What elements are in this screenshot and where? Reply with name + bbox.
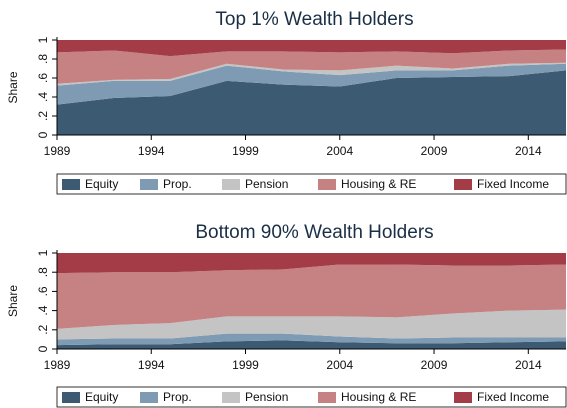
legend-label: Housing & RE bbox=[341, 177, 416, 191]
x-tick-label: 1994 bbox=[138, 144, 165, 158]
x-tick-label: 1999 bbox=[232, 144, 259, 158]
x-tick-label: 2004 bbox=[326, 358, 353, 372]
x-tick-label: 2014 bbox=[515, 144, 542, 158]
x-tick-label: 1989 bbox=[44, 358, 71, 372]
area bbox=[57, 340, 566, 349]
y-tick-label: .2 bbox=[36, 324, 50, 334]
x-tick-label: 1999 bbox=[232, 358, 259, 372]
legend-label: Pension bbox=[245, 390, 288, 404]
y-tick-label: .4 bbox=[36, 92, 50, 102]
y-tick-label: 0 bbox=[36, 131, 50, 138]
legend-swatch bbox=[454, 392, 472, 403]
legend-frame bbox=[56, 173, 567, 195]
area bbox=[57, 253, 566, 274]
legend-swatch bbox=[62, 392, 80, 403]
area bbox=[57, 40, 566, 57]
y-axis-label: Share bbox=[6, 71, 20, 103]
area bbox=[57, 62, 566, 86]
x-tick-label: 2004 bbox=[326, 144, 353, 158]
legend-label: Housing & RE bbox=[341, 390, 416, 404]
x-tick-label: 1994 bbox=[138, 358, 165, 372]
y-tick-label: .6 bbox=[36, 286, 50, 296]
y-tick-label: .4 bbox=[36, 305, 50, 315]
y-tick-label: 1 bbox=[36, 249, 50, 256]
legend-swatch bbox=[62, 179, 80, 190]
area bbox=[57, 264, 566, 329]
legend-label: Fixed Income bbox=[477, 390, 549, 404]
legend-swatch bbox=[222, 392, 240, 403]
chart-title: Top 1% Wealth Holders bbox=[215, 9, 413, 30]
x-tick-label: 1989 bbox=[44, 144, 71, 158]
legend-label: Prop. bbox=[163, 390, 192, 404]
x-tick-label: 2009 bbox=[421, 358, 448, 372]
legend-label: Prop. bbox=[163, 177, 192, 191]
y-tick-label: 0 bbox=[36, 345, 50, 352]
y-tick-label: .8 bbox=[36, 267, 50, 277]
area bbox=[57, 70, 566, 135]
area bbox=[57, 309, 566, 340]
legend-frame bbox=[56, 386, 567, 408]
legend-label: Pension bbox=[245, 177, 288, 191]
legend-label: Equity bbox=[85, 390, 118, 404]
y-tick-label: .2 bbox=[36, 111, 50, 121]
legend-swatch bbox=[454, 179, 472, 190]
x-tick-label: 2009 bbox=[421, 144, 448, 158]
legend-swatch bbox=[318, 179, 336, 190]
area bbox=[57, 49, 566, 84]
y-tick-label: .8 bbox=[36, 54, 50, 64]
y-tick-label: 1 bbox=[36, 36, 50, 43]
legend-swatch bbox=[140, 179, 158, 190]
area bbox=[57, 63, 566, 105]
legend-label: Fixed Income bbox=[477, 177, 549, 191]
y-tick-label: .6 bbox=[36, 73, 50, 83]
y-axis-label: Share bbox=[6, 285, 20, 317]
legend-swatch bbox=[318, 392, 336, 403]
area bbox=[57, 333, 566, 346]
x-tick-label: 2014 bbox=[515, 358, 542, 372]
chart-title: Bottom 90% Wealth Holders bbox=[195, 222, 433, 243]
legend-swatch bbox=[140, 392, 158, 403]
legend-label: Equity bbox=[85, 177, 118, 191]
legend-swatch bbox=[222, 179, 240, 190]
